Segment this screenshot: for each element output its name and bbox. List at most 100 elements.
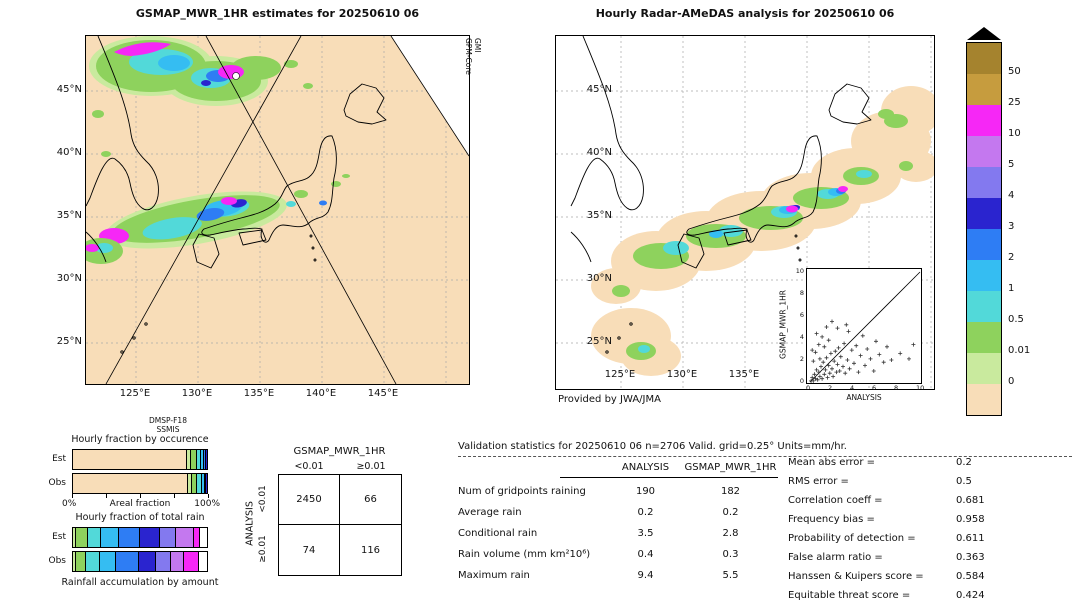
sensor-label-gmi: GMI (473, 38, 482, 53)
stats-table-divider (560, 477, 778, 478)
contingency-cell-11: 116 (360, 544, 381, 556)
inset-xlabel: ANALYSIS (846, 393, 882, 402)
occurrence-bar-obs (72, 473, 208, 494)
inset-yticks: 0 2 4 6 8 10 (791, 267, 805, 385)
inset-ytick: 6 (799, 311, 804, 319)
bar-segment-green (75, 528, 88, 547)
totalrain-bar-est (72, 527, 208, 548)
bar-segment-green (191, 450, 198, 469)
stats-metrics: Mean abs error = 0.2 RMS error = 0.5 Correla… (788, 453, 1074, 605)
bar-segment-cyan (197, 474, 202, 493)
bar-segment-peach (73, 474, 188, 493)
inset-ytick: 2 (799, 355, 804, 363)
bar-segment-skyblue (101, 528, 119, 547)
right-lat-label: 25°N (586, 336, 612, 347)
colorbar-segment-navy (967, 198, 1001, 229)
colorbar-label: 10 (1008, 128, 1021, 139)
inset-ytick: 0 (799, 377, 804, 385)
colorbar-segment-slate (967, 167, 1001, 198)
stats-rows: Num of gridpoints raining 190 182 Average r… (458, 481, 798, 586)
colorbar-label: 2 (1008, 252, 1015, 263)
colorbar-label: 0.5 (1008, 314, 1024, 325)
right-lon-label: 125°E (604, 369, 636, 380)
contingency-cell-10: 74 (279, 525, 340, 575)
left-lat-label: 45°N (56, 84, 82, 95)
right-lat-label: 40°N (586, 147, 612, 158)
stats-row: Num of gridpoints raining 190 182 (458, 486, 741, 497)
right-map (555, 35, 941, 390)
sensor-label-dmsp: DMSP-F18 (149, 416, 187, 425)
stats-row: Maximum rain 9.4 5.5 (458, 570, 739, 581)
colorbar-label: 1 (1008, 283, 1015, 294)
occurrence-title: Hourly fraction by occurence (71, 434, 209, 445)
right-lat-label: 30°N (586, 273, 612, 284)
swath-boundary-lines (105, 35, 470, 385)
left-lat-label: 30°N (56, 273, 82, 284)
colorbar-label: 25 (1008, 97, 1021, 108)
colorbar-segment-cyan (967, 291, 1001, 322)
inset-ytick: 8 (799, 289, 804, 297)
inset-scatter-svg (809, 271, 921, 383)
inset-xtick: 6 (872, 384, 877, 392)
bar-segment-cyan (86, 552, 100, 571)
inset-xtick: 4 (850, 384, 855, 392)
colorbar-segments (966, 42, 1002, 416)
contingency-row-label-ge: ≥0.01 (258, 535, 268, 563)
inset-xtick: 10 (916, 384, 925, 392)
colorbar-segment-darkgold (967, 43, 1001, 74)
bar-segment-navy (206, 474, 207, 493)
left-map-svg (79, 35, 470, 385)
totalrain-obs-label: Obs (48, 556, 67, 566)
contingency-col-label-lt: <0.01 (294, 461, 324, 472)
bar-segment-skyblue (201, 450, 205, 469)
bar-segment-blue (204, 474, 207, 493)
colorbar-segment-ltgreen (967, 353, 1001, 384)
totalrain-bar-obs (72, 551, 208, 572)
colorbar-segment-peach (967, 384, 1001, 415)
colorbar-label: 0.01 (1008, 345, 1031, 356)
left-lat-label: 35°N (56, 210, 82, 221)
totalrain-title: Hourly fraction of total rain (75, 512, 205, 523)
inset-ytick: 4 (799, 333, 804, 341)
metric-row: False alarm ratio = 0.363 (788, 552, 985, 563)
areal-axis-max: 100% (194, 499, 220, 509)
metric-row: RMS error = 0.5 (788, 476, 972, 487)
bar-segment-slate (156, 552, 171, 571)
totalrain-caption: Rainfall accumulation by amount (61, 577, 219, 588)
right-lon-label: 130°E (666, 369, 698, 380)
contingency-row-label-lt: <0.01 (258, 485, 268, 513)
colorbar-segment-orchid (967, 136, 1001, 167)
inset-xtick: 8 (894, 384, 899, 392)
right-map-title: Hourly Radar-AMeDAS analysis for 2025061… (595, 7, 895, 20)
colorbar-segment-blue (967, 229, 1001, 260)
colorbar-label: 0 (1008, 376, 1015, 387)
bar-segment-peach (73, 450, 188, 469)
metric-row: Equitable threat score = 0.424 (788, 590, 985, 601)
contingency-col-label-ge: ≥0.01 (356, 461, 386, 472)
stats-row: Conditional rain 3.5 2.8 (458, 528, 739, 539)
sensor-label-gpm-core: GPM-Core (464, 38, 473, 75)
contingency-cell-00: 2450 (279, 475, 340, 525)
map-credit: Provided by JWA/JMA (558, 394, 661, 405)
bar-segment-blue (118, 528, 140, 547)
colorbar-label: 50 (1008, 66, 1021, 77)
left-map (79, 35, 470, 385)
inset-xticks: 0 2 4 6 8 10 (806, 384, 925, 393)
areal-axis-label: Areal fraction (109, 499, 171, 509)
totalrain-est-label: Est (52, 532, 66, 542)
sensor-label-ssmis: SSMIS (156, 425, 180, 434)
contingency-row-axis: ANALYSIS (244, 501, 256, 546)
colorbar-label: 5 (1008, 159, 1015, 170)
metric-row: Probability of detection = 0.611 (788, 533, 985, 544)
right-lon-label: 135°E (728, 369, 760, 380)
bar-segment-navy (205, 450, 207, 469)
bar-segment-white (198, 552, 207, 571)
inset-scatter-panel (806, 268, 922, 384)
left-lon-label: 125°E (119, 388, 151, 399)
bar-segment-blue (115, 552, 139, 571)
contingency-table: 2450 66 74 116 (278, 474, 402, 576)
bar-segment-cyan (197, 450, 202, 469)
left-lon-label: 130°E (181, 388, 213, 399)
bar-segment-navy (138, 552, 157, 571)
bar-segment-blue (204, 450, 206, 469)
